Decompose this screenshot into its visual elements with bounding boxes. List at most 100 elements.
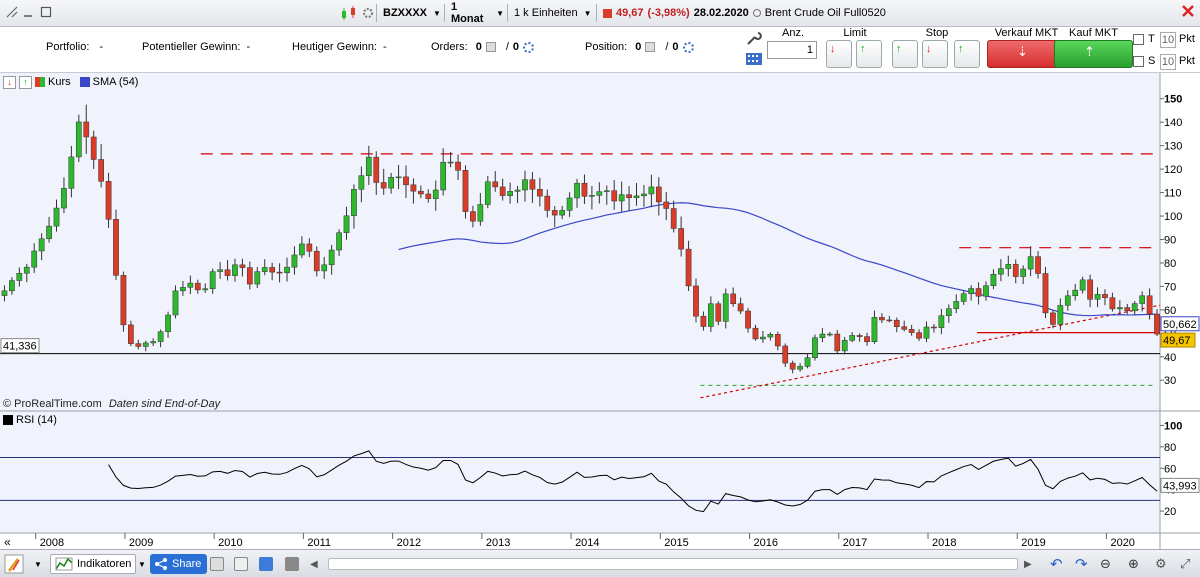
price-tick-label: 40 — [1164, 352, 1176, 364]
chevron-down-icon[interactable]: ▼ — [138, 559, 146, 569]
zoom-out-icon[interactable]: ⊖ — [1100, 556, 1111, 571]
maximize-icon[interactable] — [40, 6, 52, 18]
arrow-down-icon[interactable]: ↓ — [3, 75, 16, 89]
candle-body — [559, 210, 566, 216]
gear-icon[interactable] — [682, 41, 694, 53]
candle-body — [752, 327, 759, 340]
stop-buy-button[interactable]: ↑ — [892, 40, 918, 68]
candle-body — [90, 136, 97, 160]
candle-body — [700, 315, 707, 327]
gear-icon[interactable] — [523, 41, 534, 53]
time-tick-label: 2009 — [129, 537, 153, 549]
settings-icon[interactable]: ⚙ — [1155, 556, 1167, 571]
stop-sell-button[interactable]: ↓ — [922, 40, 948, 68]
sell-market-button[interactable]: ⇣ — [987, 40, 1066, 68]
close-icon[interactable] — [1180, 3, 1196, 19]
candle-type-icon[interactable] — [340, 4, 358, 22]
limit-sell-button[interactable]: ↓ — [826, 40, 852, 68]
layout-icon[interactable] — [210, 554, 224, 574]
symbol-value: BZXXXX — [383, 7, 428, 19]
candle-body — [514, 189, 521, 192]
candle-body — [395, 176, 402, 179]
candle-body — [596, 191, 603, 196]
print-icon[interactable] — [285, 554, 299, 574]
candle-body — [83, 121, 90, 138]
candle-body — [975, 288, 982, 297]
sma-line — [398, 202, 1158, 317]
collapse-button[interactable]: « — [4, 535, 11, 549]
minimize-icon[interactable] — [22, 6, 34, 18]
candle-body — [893, 319, 900, 327]
limit-buy-button[interactable]: ↑ — [856, 40, 882, 68]
candle-body — [1057, 305, 1064, 325]
time-tick-label: 2010 — [218, 537, 242, 549]
today-gain-label: Heutiger Gewinn: — [292, 41, 377, 53]
candle-body — [328, 249, 335, 266]
chevron-down-icon[interactable]: ▼ — [34, 559, 42, 569]
candle-body — [908, 329, 915, 333]
today-gain: Heutiger Gewinn: - — [292, 41, 387, 53]
candle-body — [276, 271, 283, 274]
symbol-select[interactable]: BZXXXX ▼ — [376, 4, 442, 22]
candle-body — [1079, 279, 1086, 291]
chevron-down-icon: ▼ — [583, 8, 592, 18]
legend-kurs-label: Kurs — [48, 76, 71, 88]
candle-body — [856, 335, 863, 337]
horizontal-scrollbar[interactable] — [328, 558, 1018, 570]
buy-market-button[interactable]: ⇡ — [1054, 40, 1133, 68]
scroll-right-icon[interactable]: ▶ — [1024, 558, 1032, 570]
redo-icon[interactable]: ↷ — [1075, 556, 1088, 573]
candle-body — [291, 254, 298, 268]
chart-area[interactable]: 3040506070809010011012013014015020406080… — [0, 73, 1200, 549]
keypad-icon[interactable] — [745, 51, 763, 67]
candle-body — [960, 293, 967, 302]
watermark: © ProRealTime.com Daten sind End-of-Day — [3, 398, 220, 410]
candle-body — [499, 186, 506, 196]
candle-body — [477, 204, 484, 222]
drawing-tools-icon[interactable] — [4, 554, 30, 574]
stop-trailing-button[interactable]: ↑ — [954, 40, 980, 68]
sma-price-tag-box — [1160, 316, 1200, 332]
checkbox-t[interactable] — [1133, 34, 1144, 45]
axis-bg — [1160, 73, 1200, 549]
s-points-input[interactable]: 10 — [1160, 54, 1176, 70]
position-list-icon[interactable] — [645, 42, 656, 52]
orders-list-icon[interactable] — [485, 42, 496, 52]
export-icon[interactable] — [259, 554, 273, 574]
units-select[interactable]: 1 k Einheiten ▼ — [507, 4, 592, 22]
expand-icon[interactable]: ⤢ — [1180, 556, 1191, 571]
last-price-tag-box — [1160, 332, 1196, 348]
candle-body — [536, 189, 543, 197]
arrow-down-icon: ↓ — [926, 43, 932, 55]
price-tick-label: 30 — [1164, 375, 1176, 387]
price-chart[interactable]: 3040506070809010011012013014015020406080… — [0, 73, 1200, 549]
candle-body — [75, 121, 82, 158]
quantity-input[interactable]: 1 — [767, 41, 817, 59]
wrench-icon[interactable] — [745, 31, 763, 47]
candle-body — [923, 326, 930, 339]
undo-icon[interactable]: ↶ — [1050, 556, 1063, 573]
time-tick-label: 2017 — [843, 537, 867, 549]
checkbox-s[interactable] — [1133, 56, 1144, 67]
candle-body — [351, 189, 357, 217]
radio-icon — [752, 9, 761, 17]
settings-small-icon[interactable] — [362, 4, 374, 22]
scroll-left-icon[interactable]: ◀ — [310, 558, 318, 570]
candle-body — [410, 184, 417, 192]
arrow-down-icon: ⇣ — [1017, 44, 1028, 59]
candle-body — [484, 181, 491, 205]
candle-body — [760, 336, 766, 340]
screenshot-icon[interactable] — [234, 554, 248, 574]
sma-swatch-icon — [79, 77, 90, 87]
candle-body — [68, 156, 75, 189]
candle-body — [529, 179, 536, 190]
candle-body — [685, 248, 692, 287]
resize-icon[interactable] — [6, 6, 18, 18]
period-select[interactable]: 1 Monat ▼ — [444, 1, 504, 25]
share-button[interactable]: Share — [150, 554, 208, 574]
zoom-in-icon[interactable]: ⊕ — [1128, 556, 1139, 571]
arrow-up-icon[interactable]: ↑ — [19, 75, 32, 89]
t-points-input[interactable]: 10 — [1160, 32, 1176, 48]
position-value-1: 0 — [635, 41, 642, 53]
indicators-button[interactable]: Indikatoren — [50, 554, 137, 574]
